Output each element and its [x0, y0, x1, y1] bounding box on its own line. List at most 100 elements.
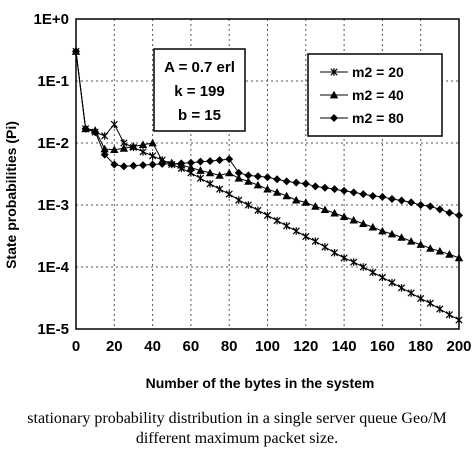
data-point-triangle [445, 250, 454, 258]
x-tick-label: 140 [332, 338, 357, 355]
data-point-triangle [119, 144, 129, 152]
data-point-triangle [359, 219, 368, 228]
data-point-asterisk [263, 211, 272, 220]
data-point-diamond [292, 178, 301, 187]
data-point-diamond [81, 124, 90, 133]
data-point-triangle [397, 233, 406, 241]
data-point-diamond [320, 183, 329, 192]
chart-legend: m2 = 20 m2 = 40 m2 = 80 [307, 53, 443, 137]
data-point-asterisk [244, 201, 252, 209]
data-point-triangle [330, 208, 339, 217]
legend-label: m2 = 40 [352, 87, 404, 103]
x-tick-label: 200 [446, 338, 471, 355]
data-point-asterisk [350, 258, 358, 266]
parameter-annotation-box: A = 0.7 erl k = 199 b = 15 [153, 48, 246, 132]
data-point-triangle [148, 138, 157, 147]
data-point-diamond [407, 198, 416, 207]
data-point-diamond [359, 190, 368, 199]
plot-frame [75, 18, 460, 330]
data-point-diamond [253, 172, 262, 181]
data-point-diamond [215, 156, 224, 165]
data-point-asterisk [369, 268, 377, 277]
data-point-asterisk [302, 232, 310, 241]
x-tick-label: 160 [370, 338, 395, 355]
data-point-diamond [349, 188, 358, 197]
data-point-diamond [301, 179, 310, 188]
data-point-triangle [435, 246, 445, 255]
x-tick-label: 40 [144, 338, 161, 355]
data-point-triangle [426, 244, 435, 252]
figure-caption-line-2: different maximum packet size. [135, 430, 339, 447]
figure-caption-line-1: stationary probability distribution in a… [27, 410, 447, 427]
data-point-asterisk [110, 120, 118, 129]
data-point-diamond [273, 175, 282, 184]
data-point-triangle [368, 222, 378, 231]
data-point-triangle [205, 168, 215, 177]
data-point-diamond [186, 158, 195, 167]
data-point-triangle [349, 215, 358, 224]
annotation-line-2: k = 199 [174, 83, 224, 100]
data-point-triangle [138, 140, 148, 149]
x-tick-label: 20 [106, 338, 123, 355]
data-point-asterisk [407, 289, 415, 297]
data-point-asterisk [436, 305, 444, 313]
data-point-asterisk [445, 310, 454, 319]
data-point-triangle [225, 168, 234, 177]
data-point-asterisk [235, 196, 243, 204]
x-tick-label: 60 [183, 338, 200, 355]
data-point-triangle [244, 177, 253, 185]
data-point-diamond [378, 192, 387, 201]
annotation-line-3: b = 15 [178, 107, 221, 124]
data-point-triangle [416, 240, 425, 248]
data-point-triangle [129, 142, 138, 150]
data-point-asterisk [330, 248, 339, 257]
y-tick-label: 1E-2 [37, 135, 69, 152]
data-point-triangle [339, 212, 349, 220]
data-point-asterisk [254, 206, 262, 215]
data-point-asterisk [417, 294, 425, 303]
data-point-asterisk [273, 216, 281, 225]
y-tick-label: 1E-1 [37, 73, 69, 90]
y-tick-labels: 1E-5 1E-4 1E-3 1E-2 1E-1 1E+0 [34, 11, 70, 338]
data-point-diamond [397, 196, 406, 205]
data-point-asterisk [292, 227, 300, 235]
data-point-asterisk [321, 243, 329, 251]
legend-frame [307, 53, 443, 137]
data-point-triangle [292, 195, 301, 204]
data-point-diamond [244, 171, 253, 180]
data-point-diamond [167, 159, 176, 168]
data-point-triangle [196, 166, 205, 174]
data-point-diamond [445, 208, 454, 217]
data-point-triangle [282, 191, 291, 200]
data-point-triangle [263, 184, 272, 193]
data-point-diamond [368, 191, 377, 200]
data-point-asterisk [139, 148, 147, 156]
data-point-diamond [387, 194, 396, 203]
data-point-diamond [435, 205, 444, 214]
data-point-asterisk [397, 284, 406, 292]
data-point-triangle [110, 145, 119, 154]
x-tick-label: 100 [255, 338, 280, 355]
data-point-triangle [100, 144, 109, 153]
data-point-asterisk [378, 273, 387, 282]
data-point-diamond [139, 161, 148, 170]
legend-marker-triangle [329, 90, 339, 99]
data-point-asterisk [148, 152, 157, 160]
data-point-triangle [234, 174, 243, 182]
legend-marker-asterisk [330, 68, 338, 76]
data-point-diamond [263, 173, 272, 182]
data-point-diamond [91, 128, 100, 137]
y-tick-label: 1E-3 [37, 197, 69, 214]
data-point-diamond [100, 150, 109, 159]
data-point-diamond [311, 182, 320, 191]
data-point-diamond [129, 161, 138, 170]
x-tick-label: 0 [72, 338, 80, 355]
legend-label: m2 = 80 [352, 110, 404, 126]
data-point-triangle [406, 237, 416, 245]
data-point-triangle [387, 229, 397, 238]
data-point-asterisk [225, 190, 233, 198]
x-tick-label: 120 [293, 338, 318, 355]
data-point-asterisk [283, 222, 291, 230]
y-axis-label: State probabilities (Pi) [3, 121, 19, 269]
